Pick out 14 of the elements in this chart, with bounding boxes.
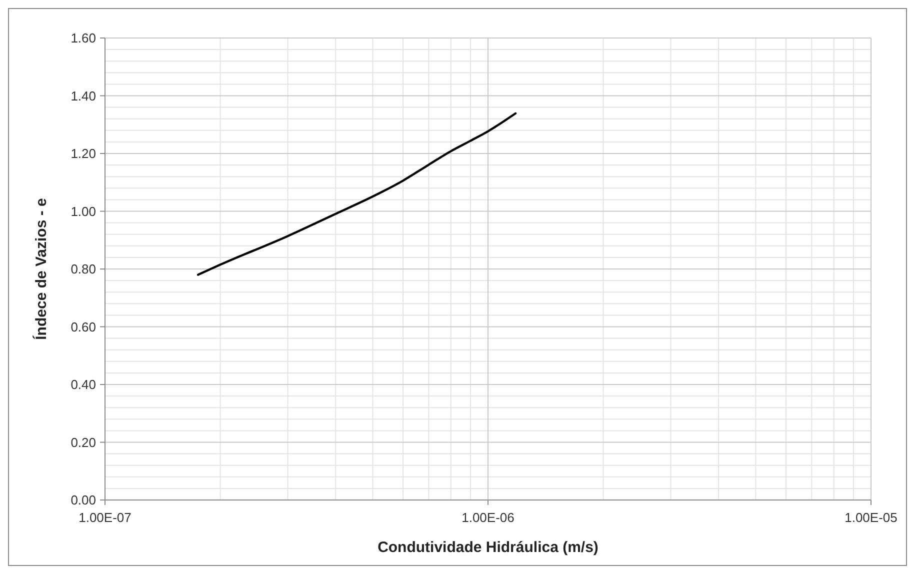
y-tick-label: 1.20 — [70, 146, 96, 162]
y-tick-label: 1.60 — [70, 30, 96, 46]
y-tick-label: 0.00 — [70, 492, 96, 508]
y-tick-label: 1.40 — [70, 88, 96, 104]
x-tick-label: 1.00E-06 — [462, 510, 514, 525]
x-tick-label: 1.00E-07 — [78, 510, 132, 525]
y-tick-label: 0.80 — [70, 262, 96, 277]
y-tick-label: 1.00 — [70, 204, 96, 219]
y-tick-label: 0.60 — [70, 319, 96, 334]
y-axis-title: Índece de Vazios - e — [32, 198, 50, 340]
y-tick-label: 0.40 — [70, 377, 96, 392]
x-axis-title: Condutividade Hidráulica (m/s) — [378, 539, 598, 556]
x-tick-label: 1.00E-05 — [844, 510, 898, 525]
y-tick-label: 0.20 — [70, 434, 96, 450]
